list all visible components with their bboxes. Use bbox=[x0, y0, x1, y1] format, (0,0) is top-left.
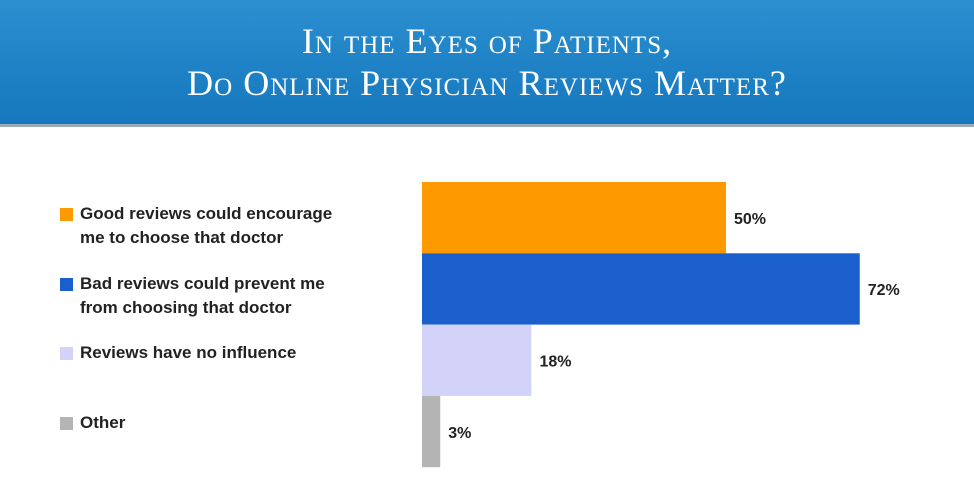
value-label: 3% bbox=[448, 425, 471, 442]
legend-swatch bbox=[60, 208, 73, 221]
chart-title: Do Online Physician Reviews Matter? bbox=[187, 63, 787, 103]
legend-label: Good reviews could encourage me to choos… bbox=[80, 204, 333, 247]
legend-swatch bbox=[60, 347, 73, 360]
bar bbox=[422, 182, 726, 254]
legend-swatch bbox=[60, 278, 73, 291]
legend-label: Reviews have no influence bbox=[80, 343, 297, 362]
legend-label: Other bbox=[80, 413, 126, 432]
value-label: 72% bbox=[868, 282, 900, 299]
bar bbox=[422, 395, 441, 468]
bar bbox=[422, 324, 532, 396]
value-label: 18% bbox=[539, 353, 571, 370]
legend-label: Bad reviews could prevent me from choosi… bbox=[80, 274, 325, 317]
chart-title: In the Eyes of Patients, bbox=[301, 21, 673, 61]
legend-swatch bbox=[60, 417, 73, 430]
value-label: 50% bbox=[734, 211, 766, 228]
bar bbox=[422, 253, 860, 325]
title-banner: In the Eyes of Patients, Do Online Physi… bbox=[0, 0, 974, 127]
